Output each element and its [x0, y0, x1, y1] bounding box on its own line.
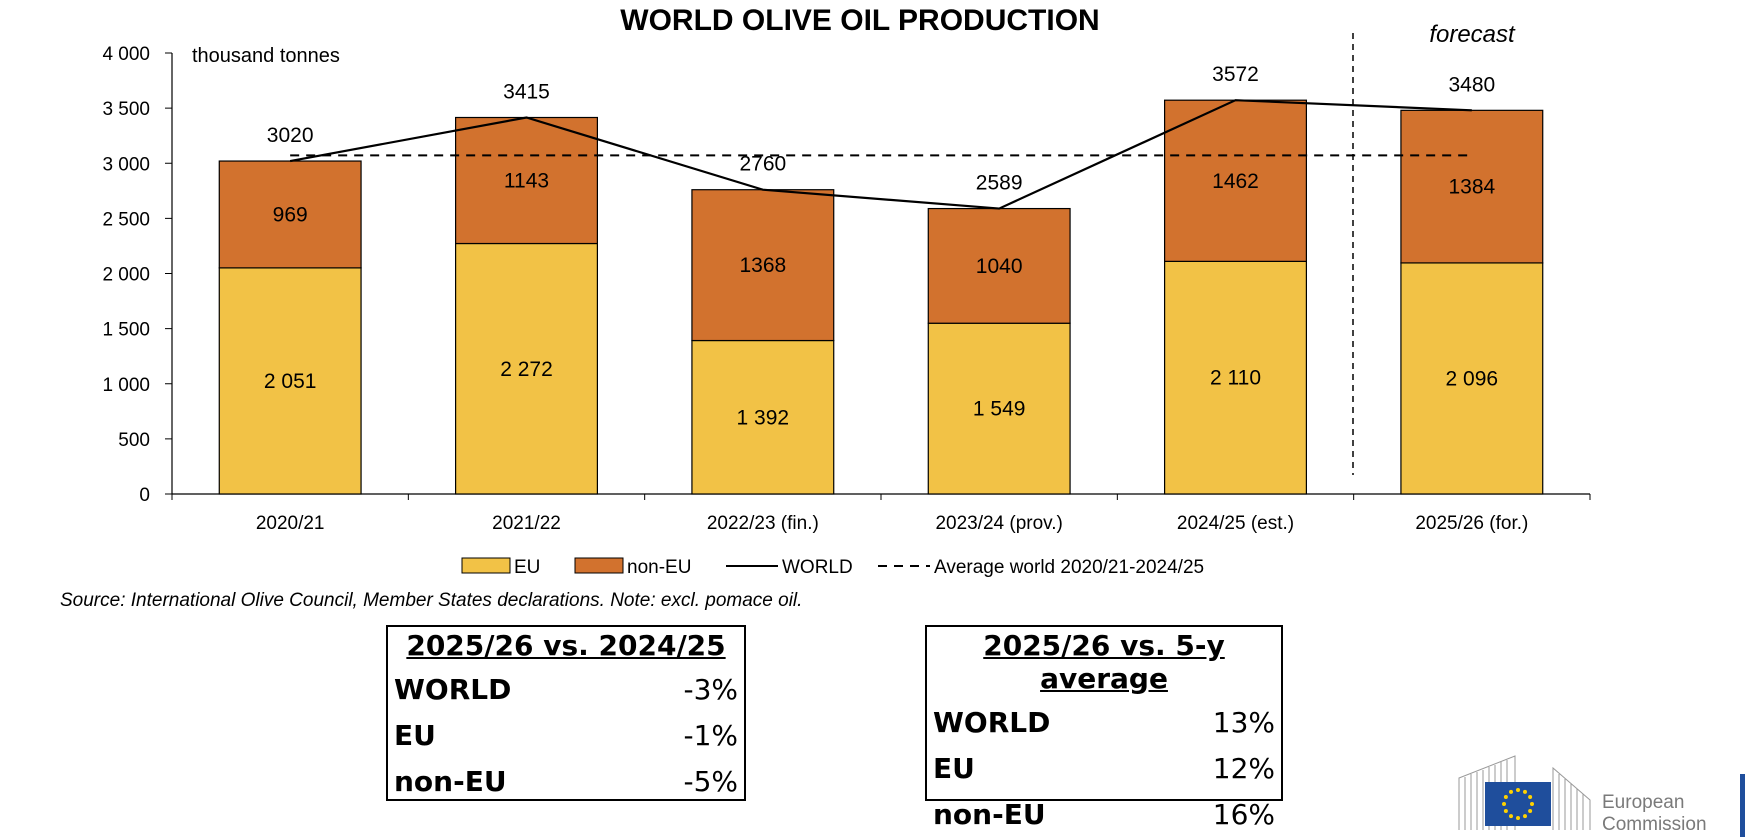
data-label-non-eu: 1368 [739, 254, 786, 277]
world-line [289, 99, 1472, 210]
data-label-eu: 2 096 [1446, 367, 1499, 390]
comparison-row-non-eu: non-EU 16% [933, 791, 1275, 837]
x-tick-label: 2024/25 (est.) [1177, 513, 1294, 534]
comparison-heading: 2025/26 vs. 5-y average [983, 629, 1225, 695]
legend-swatch-non-eu [574, 557, 624, 574]
row-label: EU [933, 751, 975, 785]
y-tick-label: 3 500 [102, 99, 150, 120]
logo-text-commission: Commission [1602, 814, 1707, 835]
x-tick-label: 2023/24 (prov.) [935, 513, 1062, 534]
legend-label-non-eu: non-EU [627, 557, 691, 578]
data-label-non-eu: 1040 [976, 255, 1023, 278]
bar-eu [455, 242, 599, 495]
eu-star-icon [1516, 788, 1520, 792]
eu-star-icon [1523, 814, 1527, 819]
row-value: 12% [1212, 751, 1275, 785]
data-label-world: 2589 [976, 172, 1023, 195]
eu-star-icon [1509, 814, 1513, 819]
eu-star-icon [1528, 809, 1533, 813]
chart-title: WORLD OLIVE OIL PRODUCTION [620, 4, 1099, 37]
source-note: Source: International Olive Council, Mem… [60, 590, 803, 611]
x-tick-label: 2022/23 (fin.) [707, 513, 819, 534]
y-tick-label: 2 000 [102, 265, 150, 286]
european-commission-logo: European Commission [1458, 755, 1745, 837]
row-value: -1% [683, 718, 738, 752]
bar-eu [1163, 260, 1307, 495]
row-label: WORLD [933, 705, 1051, 739]
bar-eu [1400, 262, 1544, 495]
data-label-non-eu: 1384 [1448, 176, 1495, 199]
data-label-world: 2760 [739, 153, 786, 176]
data-label-eu: 1 549 [973, 398, 1026, 421]
bar-non-eu [691, 189, 835, 342]
data-label-world: 3020 [267, 124, 314, 147]
data-label-world: 3415 [503, 80, 550, 103]
row-value: 16% [1212, 797, 1275, 831]
olive-oil-chart: WORLD OLIVE OIL PRODUCTION thousand tonn… [102, 4, 1591, 578]
forecast-label: forecast [1429, 21, 1516, 48]
comparison-row-world: WORLD 13% [933, 699, 1275, 745]
legend-label-average: Average world 2020/21-2024/25 [934, 557, 1204, 578]
eu-star-icon [1523, 789, 1527, 794]
logo-accent-bar [1740, 774, 1745, 837]
data-label-non-eu: 1143 [504, 170, 549, 193]
y-tick-label: 500 [118, 430, 150, 451]
legend-label-world: WORLD [782, 557, 853, 578]
eu-star-icon [1509, 789, 1513, 794]
data-label-eu: 2 110 [1210, 367, 1261, 390]
data-label-eu: 2 051 [264, 370, 317, 393]
legend-swatch-eu [461, 557, 511, 574]
comparison-row-non-eu: non-EU -5% [394, 758, 738, 804]
eu-star-icon [1503, 795, 1508, 799]
comparison-row-eu: EU -1% [394, 712, 738, 758]
y-tick-label: 2 500 [102, 209, 150, 230]
eu-star-icon [1516, 816, 1520, 820]
bar-eu [218, 267, 362, 495]
bar-non-eu [455, 116, 599, 245]
row-value: -5% [683, 764, 738, 798]
x-tick-label: 2020/21 [256, 513, 325, 534]
y-tick-label: 3 000 [102, 154, 150, 175]
eu-star-icon [1528, 795, 1533, 799]
bar-non-eu [218, 160, 362, 269]
comparison-box-five-year-average: 2025/26 vs. 5-y average WORLD 13% EU 12%… [925, 625, 1283, 831]
unit-label: thousand tonnes [192, 45, 340, 67]
eu-stars-icon [1502, 788, 1534, 820]
row-label: non-EU [933, 797, 1046, 831]
data-label-non-eu: 1462 [1212, 170, 1259, 193]
row-label: EU [394, 718, 436, 752]
comparison-row-world: WORLD -3% [394, 666, 738, 712]
comparison-row-eu: EU 12% [933, 745, 1275, 791]
data-label-world: 3572 [1212, 63, 1259, 86]
eu-star-icon [1530, 802, 1534, 806]
row-label: WORLD [394, 672, 512, 706]
y-tick-label: 1 500 [102, 320, 150, 341]
eu-star-icon [1503, 809, 1508, 813]
bar-eu [691, 339, 835, 495]
y-tick-label: 4 000 [102, 44, 150, 65]
row-value: -3% [683, 672, 738, 706]
eu-star-icon [1502, 802, 1506, 806]
data-label-eu: 2 272 [500, 358, 553, 381]
data-label-non-eu: 969 [273, 203, 308, 226]
bar-non-eu [1163, 99, 1307, 262]
legend: EU non-EU WORLD Average world 2020/21-2024/… [461, 557, 1204, 578]
y-tick-label: 0 [139, 485, 150, 506]
row-label: non-EU [394, 764, 507, 798]
x-tick-label: 2021/22 [492, 513, 561, 534]
row-value: 13% [1212, 705, 1275, 739]
x-tick-label: 2025/26 (for.) [1415, 513, 1528, 534]
data-label-eu: 1 392 [737, 406, 790, 429]
y-tick-label: 1 000 [102, 375, 150, 396]
bar-eu [927, 322, 1071, 495]
logo-text-european: European [1602, 792, 1684, 813]
legend-label-eu: EU [514, 557, 540, 578]
comparison-box-previous-year: 2025/26 vs. 2024/25 WORLD -3% EU -1% non… [386, 625, 746, 801]
comparison-heading: 2025/26 vs. 2024/25 [406, 629, 726, 662]
data-label-world: 3480 [1448, 73, 1495, 96]
bar-non-eu [927, 207, 1071, 324]
